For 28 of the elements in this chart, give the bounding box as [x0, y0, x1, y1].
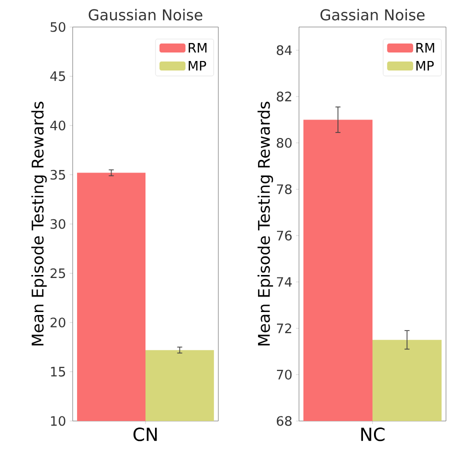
y-axis-title: Mean Episode Testing Rewards	[31, 102, 47, 346]
legend-label: RM	[188, 43, 206, 53]
y-tick-label: 82	[276, 92, 292, 102]
y-tick-label: 70	[276, 370, 292, 380]
y-tick-label: 25	[50, 268, 66, 278]
legend-label: RM	[416, 43, 434, 52]
y-tick-label: 30	[50, 219, 66, 229]
x-tick-label: NC	[361, 428, 385, 442]
y-tick-label: 76	[276, 230, 292, 241]
chart-title: Gassian Noise	[320, 8, 425, 20]
y-tick-label: 50	[50, 22, 66, 32]
y-tick-label: 72	[276, 323, 292, 334]
y-tick-label: 35	[50, 170, 66, 180]
y-axis-title: Mean Episode Testing Rewards	[258, 102, 274, 346]
y-tick-label: 15	[51, 366, 66, 377]
y-tick-label: 45	[50, 71, 66, 82]
x-tick-label: CN	[133, 428, 157, 442]
y-tick-label: 68	[276, 416, 292, 426]
y-tick-label: 20	[50, 318, 66, 328]
legend-label: MP	[188, 61, 206, 70]
y-tick-label: 78	[276, 184, 292, 194]
y-tick-label: 74	[276, 277, 292, 287]
y-tick-label: 40	[50, 120, 66, 130]
legend-label: MP	[416, 61, 434, 70]
chart-title: Gaussian Noise	[88, 8, 202, 20]
y-tick-label: 10	[51, 416, 66, 426]
y-tick-label: 84	[276, 45, 292, 56]
y-tick-label: 80	[276, 138, 292, 148]
